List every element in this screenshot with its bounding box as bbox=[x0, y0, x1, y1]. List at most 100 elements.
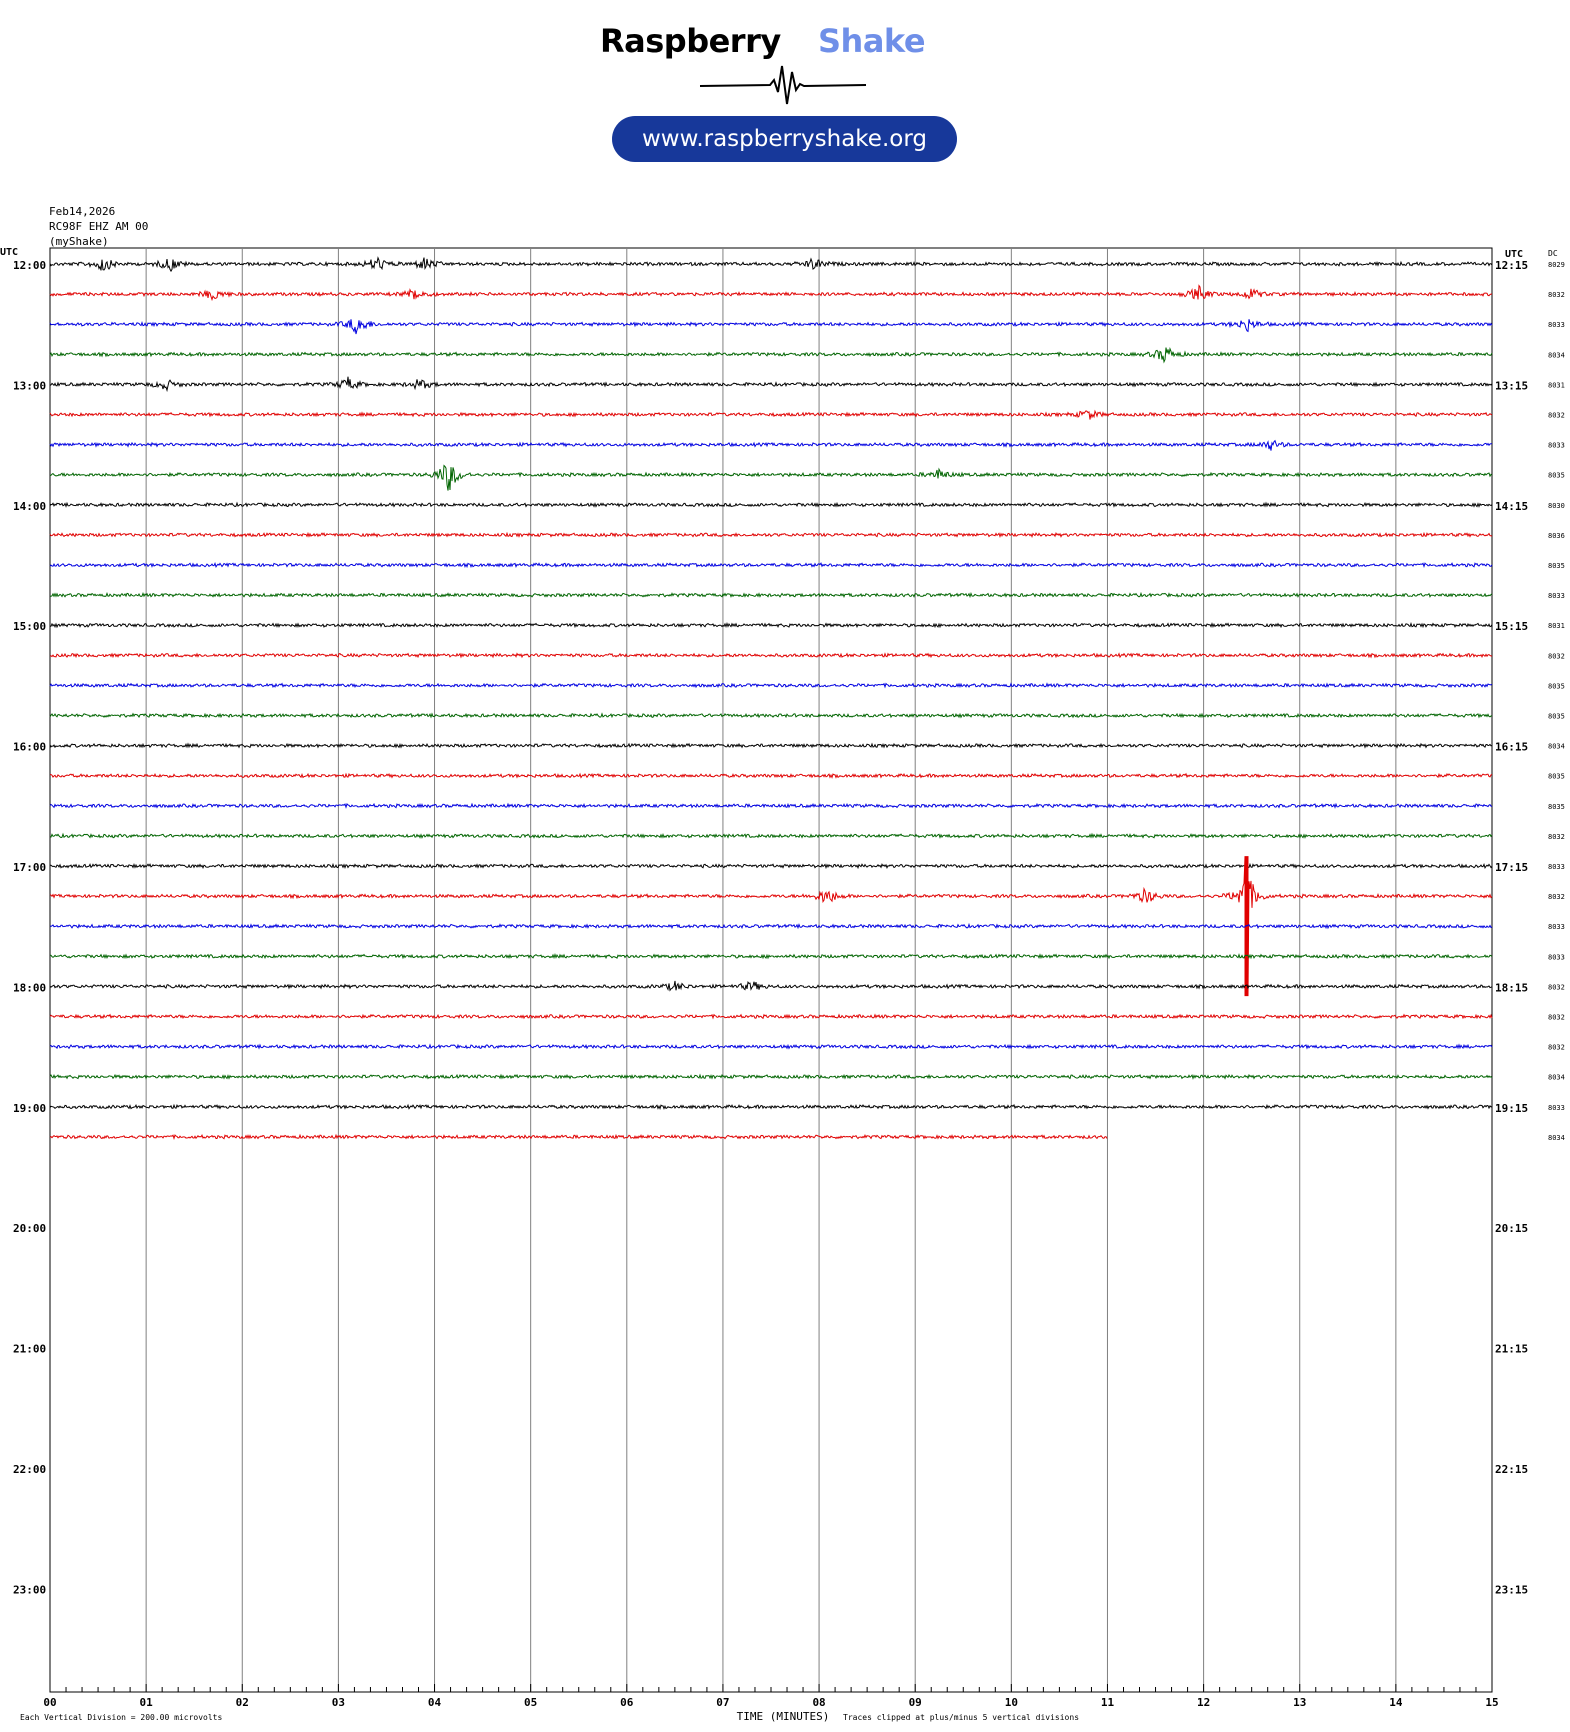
hour-label-right: 12:15 bbox=[1495, 259, 1528, 272]
seismic-trace bbox=[49, 772, 1493, 779]
website-url-badge[interactable]: www.raspberryshake.org bbox=[612, 116, 957, 162]
seismic-trace bbox=[49, 376, 1493, 393]
station-label: RC98F EHZ AM 00 bbox=[49, 220, 149, 233]
seismic-trace bbox=[49, 319, 1493, 335]
brand-name-part2: Shake bbox=[818, 22, 926, 60]
dc-offset-label: 8033 bbox=[1548, 592, 1565, 600]
hour-label-right: 17:15 bbox=[1495, 861, 1528, 874]
seismic-trace bbox=[49, 742, 1493, 749]
hour-label-left: 15:00 bbox=[13, 620, 46, 633]
x-tick-label: 13 bbox=[1293, 1696, 1306, 1709]
seismic-trace bbox=[49, 1043, 1493, 1050]
hour-label-right: 18:15 bbox=[1495, 981, 1528, 994]
x-tick-label: 10 bbox=[1005, 1696, 1018, 1709]
dc-offset-label: 8034 bbox=[1548, 1134, 1565, 1142]
seismic-trace bbox=[49, 922, 1493, 930]
dc-offset-label: 8033 bbox=[1548, 863, 1565, 871]
hour-label-left: 21:00 bbox=[13, 1343, 46, 1356]
dc-offset-label: 8035 bbox=[1548, 773, 1565, 781]
utc-right-header: UTC bbox=[1505, 249, 1523, 260]
x-tick-label: 03 bbox=[332, 1696, 345, 1709]
hour-label-right: 14:15 bbox=[1495, 500, 1528, 513]
x-tick-label: 09 bbox=[909, 1696, 922, 1709]
seismic-trace bbox=[50, 862, 1493, 870]
seismic-trace bbox=[49, 501, 1493, 508]
seismic-trace bbox=[49, 712, 1493, 719]
seismic-trace bbox=[49, 531, 1493, 539]
dc-offset-label: 8033 bbox=[1548, 953, 1565, 961]
hour-label-left: 23:00 bbox=[13, 1583, 46, 1596]
seismic-trace bbox=[49, 682, 1493, 689]
hour-label-left: 22:00 bbox=[13, 1463, 46, 1476]
dc-offset-label: 8035 bbox=[1548, 803, 1565, 811]
network-label: (myShake) bbox=[49, 235, 109, 248]
x-tick-label: 05 bbox=[524, 1696, 537, 1709]
x-tick-label: 15 bbox=[1485, 1696, 1498, 1709]
helicorder-chart: 00 01 02 03 04 05 06 07 08 09 10 11 12 13 14 15 TIME (MI… bbox=[0, 247, 1565, 1723]
x-tick-label: 12 bbox=[1197, 1696, 1210, 1709]
seismic-trace bbox=[49, 561, 1493, 569]
vertical-division-note: Each Vertical Division = 200.00 microvol… bbox=[20, 1713, 222, 1722]
dc-offset-label: 8033 bbox=[1548, 321, 1565, 329]
clipping-note: Traces clipped at plus/minus 5 vertical … bbox=[843, 1713, 1079, 1722]
dc-offset-label: 8033 bbox=[1548, 923, 1565, 931]
dc-offset-label: 8030 bbox=[1548, 502, 1565, 510]
dc-offset-label: 8029 bbox=[1548, 261, 1565, 269]
raspberry-shake-logo: Raspberry Shake www.raspberryshake.org bbox=[600, 22, 980, 172]
dc-offset-label: 8035 bbox=[1548, 682, 1565, 690]
dc-offset-label: 8034 bbox=[1548, 1074, 1565, 1082]
dc-offset-label: 8035 bbox=[1548, 713, 1565, 721]
seismic-trace bbox=[49, 409, 1493, 420]
dc-offset-label: 8032 bbox=[1548, 833, 1565, 841]
seismic-trace bbox=[49, 856, 1493, 997]
seismic-trace bbox=[50, 591, 1493, 599]
brand-name-part1: Raspberry bbox=[600, 22, 781, 60]
dc-offset-label: 8032 bbox=[1548, 1044, 1565, 1052]
hour-label-right: 23:15 bbox=[1495, 1583, 1528, 1596]
seismic-trace bbox=[49, 347, 1493, 364]
plot-frame bbox=[49, 247, 1493, 1693]
seismic-trace bbox=[49, 1073, 1493, 1080]
seismic-trace bbox=[49, 439, 1492, 451]
dc-offset-label: 8036 bbox=[1548, 532, 1565, 540]
hour-label-left: 12:00 bbox=[13, 259, 46, 272]
dc-offset-label: 8032 bbox=[1548, 1014, 1565, 1022]
dc-offset-label: 8034 bbox=[1548, 351, 1565, 359]
dc-offset-label: 8031 bbox=[1548, 381, 1565, 389]
seismic-trace bbox=[49, 256, 1493, 273]
dc-offset-label: 8032 bbox=[1548, 652, 1565, 660]
hour-label-left: 17:00 bbox=[13, 861, 46, 874]
dc-offset-label: 8033 bbox=[1548, 1104, 1565, 1112]
dc-offset-label: 8034 bbox=[1548, 743, 1565, 751]
hour-label-right: 22:15 bbox=[1495, 1463, 1528, 1476]
x-tick-label: 06 bbox=[620, 1696, 634, 1709]
dc-header: DC bbox=[1548, 249, 1558, 258]
seismic-trace bbox=[49, 832, 1493, 839]
seismic-trace bbox=[49, 284, 1493, 302]
dc-offset-label: 8033 bbox=[1548, 442, 1565, 450]
dc-offset-label: 8032 bbox=[1548, 983, 1565, 991]
seismic-trace bbox=[49, 953, 1493, 960]
hour-label-left: 20:00 bbox=[13, 1222, 46, 1235]
seismic-trace bbox=[49, 652, 1493, 659]
seismic-trace bbox=[49, 1013, 1493, 1020]
hour-label-left: 13:00 bbox=[13, 379, 46, 392]
dc-offset-label: 8031 bbox=[1548, 622, 1565, 630]
x-tick-label: 00 bbox=[43, 1696, 56, 1709]
utc-left-header: UTC bbox=[0, 247, 18, 258]
dc-offset-label: 8035 bbox=[1548, 562, 1565, 570]
seismic-trace bbox=[49, 464, 1493, 491]
seismic-wave-logo-icon bbox=[699, 65, 867, 105]
hour-label-right: 21:15 bbox=[1495, 1343, 1528, 1356]
hour-label-left: 19:00 bbox=[13, 1102, 46, 1115]
x-tick-label: 14 bbox=[1389, 1696, 1403, 1709]
hour-label-right: 13:15 bbox=[1495, 379, 1528, 392]
dc-offset-label: 8032 bbox=[1548, 893, 1565, 901]
hour-label-right: 19:15 bbox=[1495, 1102, 1528, 1115]
hour-label-right: 15:15 bbox=[1495, 620, 1528, 633]
seismic-trace bbox=[49, 802, 1493, 809]
hour-label-right: 16:15 bbox=[1495, 741, 1528, 754]
website-url[interactable]: www.raspberryshake.org bbox=[642, 126, 927, 152]
seismic-trace bbox=[49, 980, 1493, 992]
x-axis-label: TIME (MINUTES) bbox=[737, 1710, 830, 1723]
